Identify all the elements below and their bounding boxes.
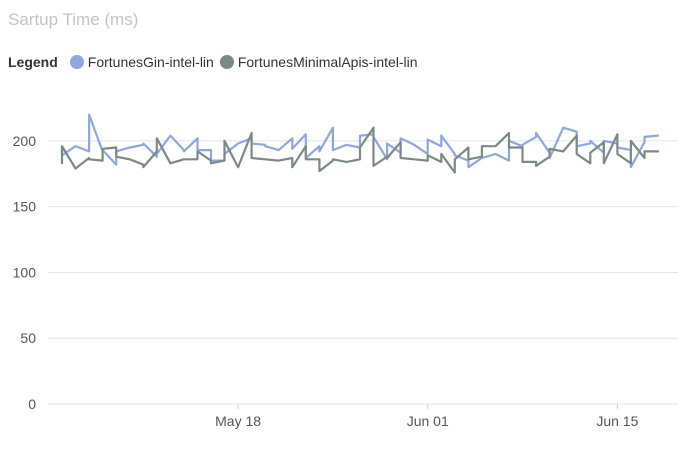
series-swatch-fortunesminimalapis bbox=[219, 55, 234, 69]
x-tick-label: Jun 15 bbox=[596, 413, 638, 429]
series-swatch-fortunesgin bbox=[69, 55, 84, 69]
legend-title: Legend bbox=[8, 54, 58, 70]
y-tick-label: 200 bbox=[13, 133, 37, 149]
series-line-fortunesminimalapis bbox=[60, 126, 660, 174]
chart-title: Sartup Time (ms) bbox=[8, 10, 139, 29]
gridlines bbox=[48, 140, 678, 405]
x-tick-label: Jun 01 bbox=[407, 413, 449, 429]
y-tick-label: 0 bbox=[28, 396, 36, 412]
legend-label-fortunesgin: FortunesGin-intel-lin bbox=[87, 54, 214, 70]
legend: Legend FortunesGin-intel-lin FortunesMin… bbox=[8, 54, 424, 70]
series-line-fortunesgin bbox=[60, 113, 660, 169]
y-tick-label: 100 bbox=[13, 264, 37, 280]
legend-item-fortunesgin[interactable]: FortunesGin-intel-lin bbox=[69, 54, 214, 70]
x-axis: May 18 Jun 01 Jun 15 bbox=[215, 404, 639, 429]
x-tick-label: May 18 bbox=[215, 413, 261, 429]
y-tick-label: 50 bbox=[20, 330, 36, 346]
legend-item-fortunesminimalapis[interactable]: FortunesMinimalApis-intel-lin bbox=[219, 54, 418, 70]
legend-label-fortunesminimalapis: FortunesMinimalApis-intel-lin bbox=[237, 54, 418, 70]
y-axis: 0 50 100 150 200 bbox=[13, 133, 37, 412]
y-tick-label: 150 bbox=[13, 199, 37, 215]
series-lines bbox=[60, 113, 660, 174]
